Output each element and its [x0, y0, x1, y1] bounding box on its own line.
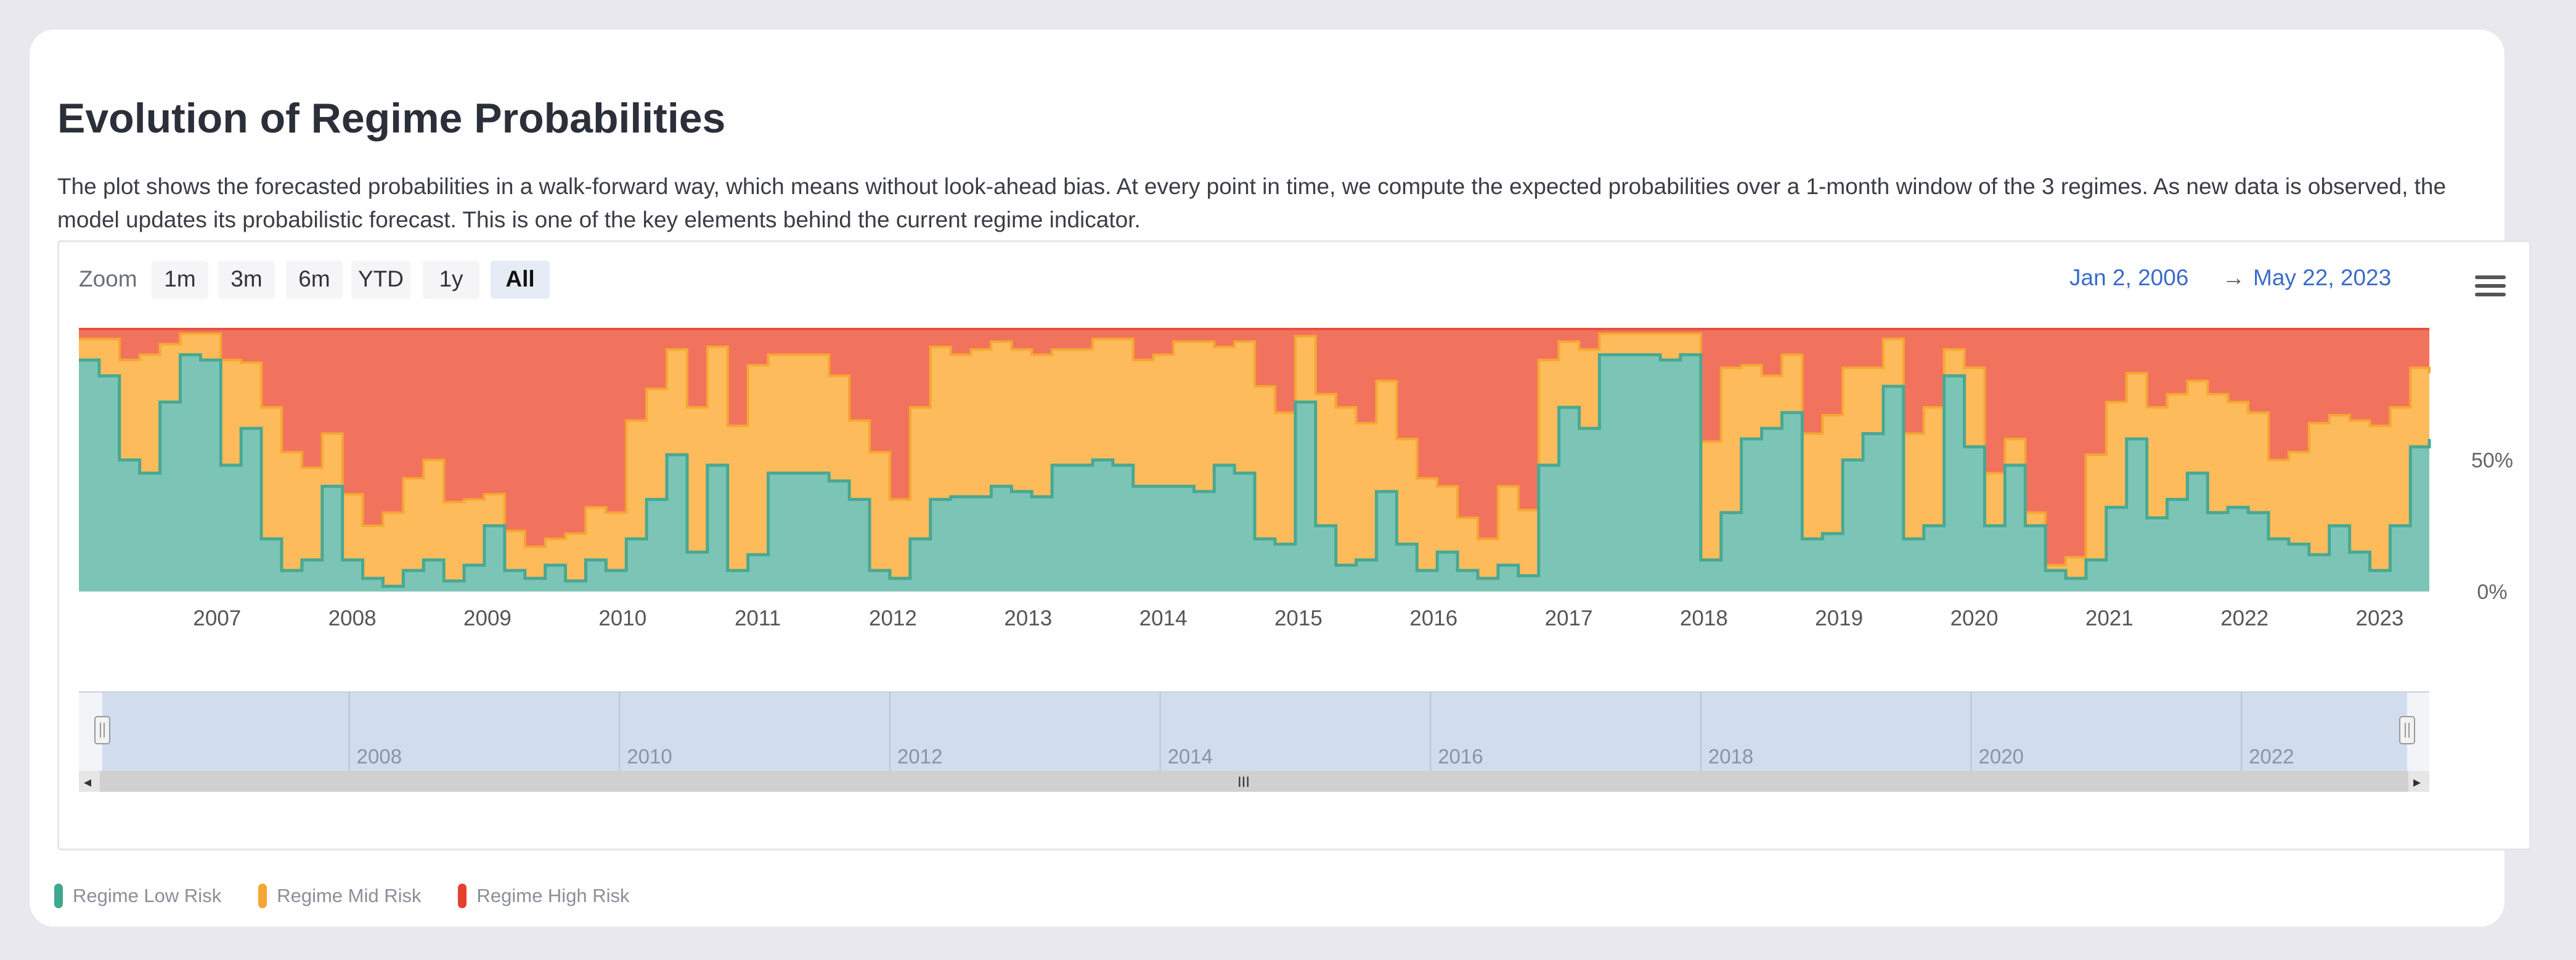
y-tick-label: 50% — [2471, 449, 2513, 473]
x-tick-label: 2022 — [2220, 606, 2268, 630]
navigator-tick-label: 2018 — [1708, 745, 1753, 768]
navigator[interactable] — [79, 691, 2429, 771]
chart-panel: Zoom 1m 3m 6m YTD 1y All Jan 2, 2006 → May 22… — [57, 240, 2531, 850]
page-title: Evolution of Regime Probabilities — [57, 95, 726, 142]
page-description: The plot shows the forecasted probabilit… — [57, 174, 2447, 232]
legend-swatch — [54, 884, 63, 908]
x-tick-label: 2010 — [598, 606, 646, 630]
x-axis: 2007 2008 2009 2010 2011 2012 2013 2014 2015 2016… — [193, 606, 2403, 630]
scrollbar[interactable]: ◂ ▸ III — [79, 771, 2429, 792]
legend-item[interactable]: Regime High Risk — [458, 884, 630, 908]
zoom-button-6m[interactable]: 6m — [286, 261, 343, 299]
zoom-button-label: 1y — [439, 266, 463, 291]
zoom-button-all[interactable]: All — [491, 261, 550, 299]
x-tick-label: 2009 — [463, 606, 512, 630]
legend-swatch — [458, 884, 467, 908]
series-mid-risk-line — [79, 332, 2431, 567]
legend-label: Regime Low Risk — [73, 885, 222, 906]
zoom-button-1m[interactable]: 1m — [152, 261, 208, 299]
legend-item[interactable]: Regime Mid Risk — [258, 884, 421, 908]
y-axis: 0% 50% — [2471, 449, 2513, 604]
x-tick-label: 2015 — [1274, 606, 1323, 630]
zoom-button-group: 1m 3m 6m YTD 1y All — [152, 261, 550, 299]
zoom-button-label: All — [505, 266, 534, 291]
legend-label: Regime Mid Risk — [277, 885, 422, 906]
x-tick-label: 2019 — [1815, 606, 1863, 630]
x-tick-label: 2013 — [1004, 606, 1052, 630]
navigator-tick-label: 2014 — [1168, 745, 1213, 768]
scrollbar-right-arrow-icon: ▸ — [2413, 774, 2421, 791]
navigator-tick-label: 2020 — [1979, 745, 2024, 768]
zoom-button-3m[interactable]: 3m — [218, 261, 275, 299]
range-arrow-icon: → — [2222, 265, 2245, 290]
x-tick-label: 2008 — [328, 606, 377, 630]
hamburger-menu-icon[interactable] — [2475, 275, 2506, 296]
scrollbar-left-arrow-icon: ◂ — [84, 774, 91, 791]
legend-swatch — [258, 884, 267, 908]
x-tick-label: 2023 — [2356, 606, 2404, 630]
zoom-label: Zoom — [79, 266, 137, 291]
x-tick-label: 2011 — [735, 606, 781, 630]
scrollbar-left-button[interactable] — [79, 771, 100, 792]
scrollbar-grip-icon[interactable]: III — [1237, 774, 1250, 791]
navigator-right-handle[interactable] — [2399, 716, 2415, 744]
navigator-tick-label: 2010 — [627, 745, 672, 768]
zoom-button-label: 1m — [164, 266, 195, 291]
zoom-button-ytd[interactable]: YTD — [351, 261, 410, 299]
y-tick-label: 0% — [2477, 580, 2507, 604]
x-tick-label: 2020 — [1950, 606, 1999, 630]
navigator-tick-label: 2008 — [357, 745, 402, 768]
x-tick-label: 2021 — [2085, 606, 2134, 630]
zoom-button-1y[interactable]: 1y — [423, 261, 479, 299]
chart-card: Evolution of Regime Probabilities The pl… — [30, 30, 2531, 927]
legend-item[interactable]: Regime Low Risk — [54, 884, 221, 908]
x-tick-label: 2018 — [1680, 606, 1728, 630]
zoom-button-label: 6m — [298, 266, 330, 291]
range-from-date[interactable]: Jan 2, 2006 — [2069, 265, 2188, 290]
navigator-tick-label: 2012 — [897, 745, 942, 768]
scrollbar-right-button[interactable] — [2408, 771, 2429, 792]
legend-label: Regime High Risk — [476, 885, 630, 906]
zoom-button-label: YTD — [358, 266, 404, 291]
legend: Regime Low Risk Regime Mid Risk Regime Hig… — [54, 884, 630, 908]
series-low-risk-line — [79, 353, 2431, 588]
navigator-selected-range[interactable] — [102, 692, 2407, 771]
range-to-date[interactable]: May 22, 2023 — [2253, 265, 2391, 290]
navigator-left-handle[interactable] — [94, 716, 110, 744]
navigator-tick-label: 2016 — [1438, 745, 1483, 768]
chart-svg: Zoom 1m 3m 6m YTD 1y All Jan 2, 2006 → May 22… — [79, 261, 2513, 792]
plot-area — [79, 328, 2431, 592]
x-tick-label: 2016 — [1409, 606, 1457, 630]
navigator-tick-label: 2022 — [2249, 745, 2294, 768]
x-tick-label: 2007 — [193, 606, 241, 630]
navigator-axis: 2008 2010 2012 2014 2016 2018 2020 2022 — [348, 692, 2294, 771]
x-tick-label: 2014 — [1139, 606, 1188, 630]
x-tick-label: 2012 — [869, 606, 917, 630]
zoom-button-label: 3m — [230, 266, 262, 291]
x-tick-label: 2017 — [1545, 606, 1593, 630]
